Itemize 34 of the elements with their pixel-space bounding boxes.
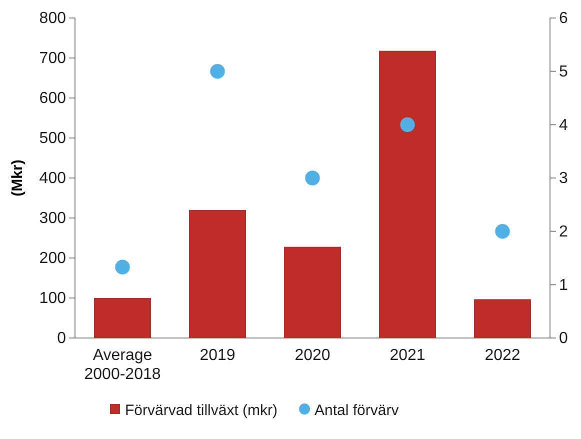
x-tick-label: 2021	[390, 347, 426, 364]
y-tick-label: 700	[39, 50, 66, 68]
y-tick-label: 800	[39, 10, 66, 28]
y2-tick-label: 4	[559, 116, 568, 134]
bar	[474, 299, 531, 338]
point	[210, 64, 225, 79]
bar	[189, 210, 246, 338]
bar	[94, 298, 151, 338]
y-tick-label: 600	[39, 90, 66, 108]
y-tick-label: 200	[39, 250, 66, 268]
y-tick-label: 300	[39, 210, 66, 228]
point	[495, 224, 510, 239]
legend-label: Förvärvad tillväxt (mkr)	[125, 402, 278, 419]
bar	[284, 246, 341, 338]
point	[400, 117, 415, 132]
y2-tick-label: 5	[559, 63, 568, 80]
point	[305, 170, 320, 186]
bar	[379, 50, 436, 338]
y2-tick-label: 2	[559, 223, 568, 240]
legend-label: Antal förvärv	[314, 402, 400, 419]
y-tick-label: 100	[39, 290, 66, 308]
y2-tick-label: 1	[559, 276, 568, 294]
y2-tick-label: 0	[559, 330, 568, 348]
x-tick-label: Average 2000-2018	[84, 347, 161, 383]
y-tick-label: 400	[39, 170, 66, 188]
y2-tick-label: 6	[559, 10, 568, 28]
y2-tick-label: 3	[559, 170, 568, 188]
point	[115, 260, 130, 274]
y-tick-label: 500	[39, 130, 66, 148]
y-axis-title: (Mkr)	[9, 160, 26, 196]
x-tick-label: 2022	[484, 347, 520, 364]
x-tick-label: 2019	[200, 347, 236, 364]
y-tick-label: 0	[57, 330, 66, 348]
x-tick-label: 2020	[294, 347, 330, 364]
